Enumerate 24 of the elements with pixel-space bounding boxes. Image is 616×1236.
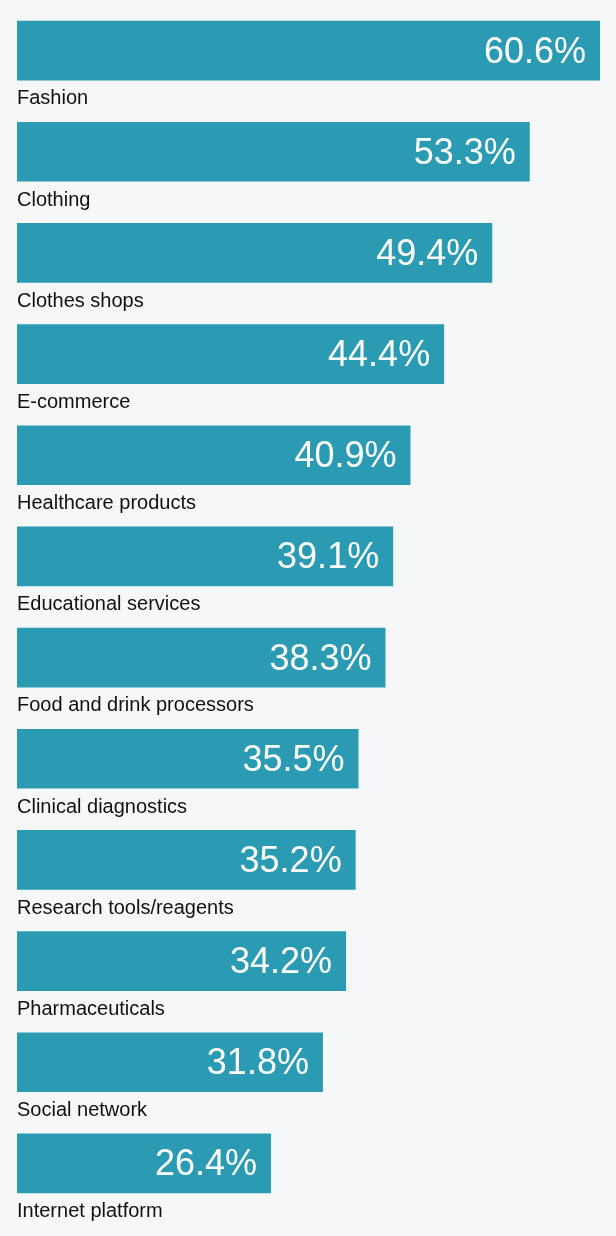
y-tick-label: Clothes shops <box>17 288 144 311</box>
data-label: 53.3% <box>413 130 516 172</box>
y-tick-label: Research tools/reagents <box>17 895 234 918</box>
data-label: 39.1% <box>277 535 380 577</box>
y-tick-label: Clinical diagnostics <box>17 794 188 817</box>
y-tick-label: Pharmaceuticals <box>17 996 165 1019</box>
data-label: 31.8% <box>206 1041 309 1083</box>
y-tick-label: Social network <box>17 1098 149 1121</box>
data-label: 26.4% <box>154 1142 257 1184</box>
data-label: 40.9% <box>294 434 397 476</box>
y-tick-label: Internet platform <box>17 1199 163 1222</box>
y-tick-label: E-commerce <box>17 389 131 412</box>
y-tick-label: Clothing <box>17 187 91 210</box>
data-label: 60.6% <box>483 29 586 71</box>
y-tick-label: Fashion <box>17 86 89 109</box>
data-label: 35.5% <box>242 737 345 779</box>
y-tick-label: Healthcare products <box>17 491 196 514</box>
y-tick-label: Educational services <box>17 592 201 615</box>
data-label: 38.3% <box>269 636 372 678</box>
data-label: 44.4% <box>328 333 431 375</box>
data-label: 34.2% <box>229 940 333 982</box>
data-label: 49.4% <box>376 231 479 273</box>
y-tick-label: Food and drink processors <box>17 693 254 716</box>
data-label: 35.2% <box>239 838 342 880</box>
